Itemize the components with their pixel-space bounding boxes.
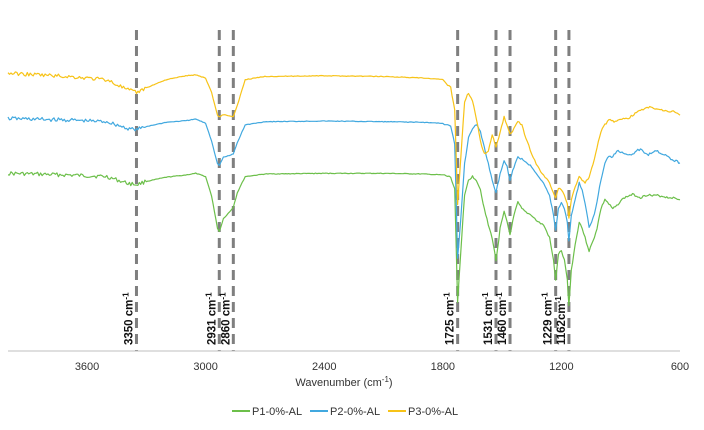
peak-label-3: 1725 cm-1 [443,292,457,345]
peak-label-5: 1460 cm-1 [495,292,509,345]
legend-label-2: P2-0%-AL [330,406,380,418]
x-tick-label: 2400 [312,361,336,373]
x-axis-title: Wavenumber (cm-1) [295,375,392,389]
x-tick-label: 600 [671,361,689,373]
peak-label-4: 1531 cm-1 [481,292,495,345]
series-line-3 [7,71,681,219]
series-line-1 [7,171,681,307]
x-tick-labels: 3600 3000 2400 1800 1200 600 [75,361,689,373]
x-tick-label: 1800 [431,361,455,373]
x-tick-label: 3600 [75,361,99,373]
legend-label-1: P1-0%-AL [252,406,302,418]
legend: P1-0%-AL P2-0%-AL P3-0%-AL [232,406,458,418]
peak-label-1: 2931 cm-1 [204,292,218,345]
peak-label-7: 1162cm-1 [554,296,568,345]
peak-label-6: 1229 cm-1 [541,292,555,345]
legend-label-3: P3-0%-AL [408,406,458,418]
series-lines [7,71,681,307]
series-line-2 [7,116,681,259]
x-tick-label: 1200 [549,361,573,373]
peak-label-0: 3350 cm-1 [121,292,135,345]
x-tick-label: 3000 [193,361,217,373]
peak-label-2: 2860 cm-1 [218,292,232,345]
